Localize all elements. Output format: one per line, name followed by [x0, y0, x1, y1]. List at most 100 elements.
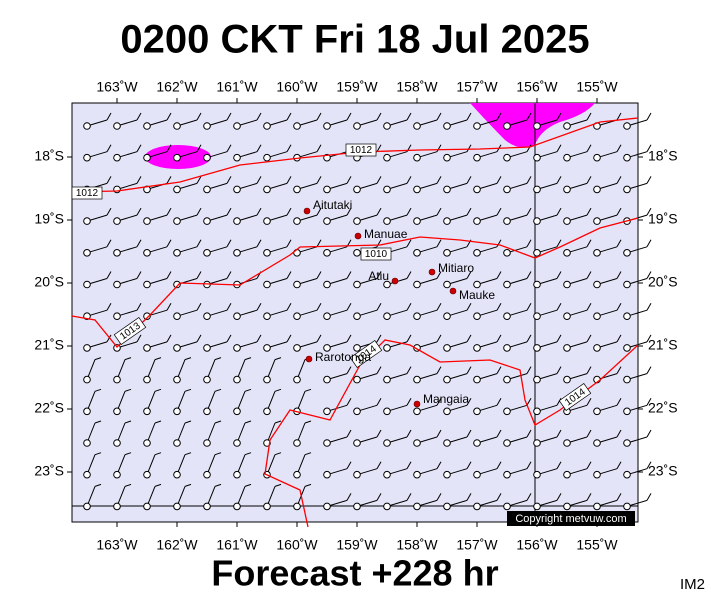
- station: [503, 470, 511, 479]
- barb-flag: [166, 271, 172, 279]
- barb-flag: [556, 429, 562, 438]
- barb-flag: [616, 461, 622, 469]
- barb-flag: [436, 302, 442, 311]
- barb-flag: [646, 302, 652, 311]
- barb-flag: [196, 334, 202, 343]
- station: [413, 249, 421, 257]
- barb-flag: [274, 452, 282, 456]
- barb-flag: [244, 483, 252, 487]
- barb-flag: [406, 461, 412, 469]
- station: [563, 312, 571, 321]
- barb-flag: [376, 112, 382, 121]
- barb-flag: [466, 112, 472, 121]
- barb-flag: [466, 398, 472, 406]
- barb-flag: [154, 452, 162, 456]
- lon-label: 158˚W: [396, 537, 438, 553]
- station: [173, 280, 181, 289]
- station: [323, 185, 331, 194]
- station: [413, 153, 421, 162]
- station: [623, 185, 631, 194]
- barb-flag: [646, 112, 652, 121]
- barb-flag: [556, 207, 562, 216]
- station: [323, 280, 331, 289]
- station: [293, 502, 301, 511]
- station: [293, 185, 301, 194]
- isobar-label-box: [71, 186, 103, 200]
- station: [413, 502, 421, 511]
- station: [203, 312, 211, 321]
- barb-flag: [496, 271, 502, 279]
- barb-flag: [226, 334, 232, 343]
- station: [293, 217, 301, 225]
- barb-flag: [496, 207, 502, 216]
- barb-flag: [466, 366, 472, 374]
- station: [173, 375, 181, 384]
- isobar-value: 1012: [350, 145, 373, 156]
- barb-flag: [376, 366, 382, 374]
- station: [503, 344, 511, 352]
- station: [503, 185, 511, 194]
- station: [353, 280, 361, 289]
- barb-flag: [226, 112, 232, 121]
- place-name: Rarotonga: [315, 350, 371, 364]
- barb-flag: [346, 271, 352, 279]
- barb-flag: [94, 357, 102, 361]
- barb-flag: [244, 420, 252, 424]
- station: [503, 502, 511, 511]
- barb-flag: [616, 493, 622, 501]
- barb-flag: [646, 398, 652, 406]
- station: [143, 375, 151, 384]
- barb-flag: [286, 144, 292, 152]
- station: [83, 217, 91, 225]
- barb-flag: [496, 176, 502, 184]
- barb-flag: [376, 398, 382, 406]
- lat-label: 22˚S: [648, 400, 678, 416]
- station: [83, 470, 91, 479]
- barb-flag: [646, 429, 652, 438]
- barb-flag: [466, 493, 472, 501]
- station: [623, 344, 631, 352]
- barb-flag: [166, 207, 172, 216]
- map-frame: [71, 102, 639, 523]
- lon-label: 160˚W: [276, 79, 318, 95]
- station: [203, 185, 211, 194]
- station: [233, 439, 241, 447]
- barb-flag: [646, 493, 652, 501]
- barb-flag: [316, 334, 322, 343]
- station: [143, 122, 151, 130]
- barb-flag: [616, 429, 622, 438]
- barb-flag: [196, 302, 202, 311]
- station: [623, 407, 631, 416]
- barb-flag: [214, 452, 222, 456]
- barb-flag: [154, 388, 162, 392]
- station: [263, 153, 271, 162]
- station: [473, 153, 481, 162]
- barb-flag: [376, 493, 382, 501]
- barb-flag: [196, 112, 202, 121]
- station: [113, 185, 121, 194]
- barb-flag: [316, 271, 322, 279]
- barb-flag: [646, 207, 652, 216]
- barb-flag: [286, 112, 292, 121]
- lon-label: 161˚W: [216, 79, 258, 95]
- station: [623, 502, 631, 511]
- barb-flag: [196, 239, 202, 248]
- barb-flag: [646, 461, 652, 469]
- station: [263, 122, 271, 130]
- barb-flag: [406, 271, 412, 279]
- barb-flag: [106, 334, 112, 343]
- station: [203, 439, 211, 447]
- station: [233, 153, 241, 162]
- barb-flag: [166, 334, 172, 343]
- station: [533, 439, 541, 447]
- barb-flag: [466, 176, 472, 184]
- station: [383, 502, 391, 511]
- station: [323, 375, 331, 384]
- station: [143, 502, 151, 511]
- copyright: Copyright metvuw.com: [515, 513, 626, 525]
- station: [593, 470, 601, 479]
- barb-flag: [196, 207, 202, 216]
- barb-flag: [136, 144, 142, 152]
- station: [563, 470, 571, 479]
